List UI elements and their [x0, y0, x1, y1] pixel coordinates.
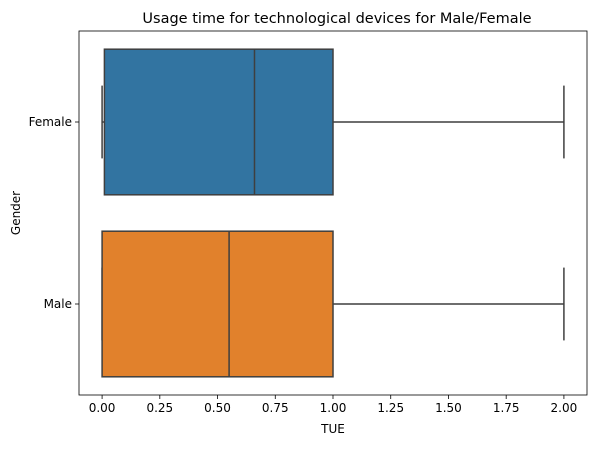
y-tick-label-male: Male: [44, 297, 72, 311]
x-tick-label: 1.75: [493, 401, 520, 415]
chart-title: Usage time for technological devices for…: [142, 11, 531, 27]
x-tick-label: 0.25: [146, 401, 173, 415]
plot-area: Female Male 0.00 0.25 0.50 0.75 1.00 1.25 1.50 1.…: [29, 30, 588, 415]
box-group-male: [101, 230, 565, 378]
x-tick-label: 1.00: [320, 401, 347, 415]
x-tick-label: 0.75: [262, 401, 289, 415]
x-tick-label: 0.50: [204, 401, 231, 415]
x-tick-label: 1.50: [435, 401, 462, 415]
x-tick-label: 2.00: [551, 401, 578, 415]
y-axis-label: Gender: [9, 191, 23, 235]
box-male: [101, 230, 334, 378]
x-tick-label: 0.00: [89, 401, 116, 415]
x-tick-label: 1.25: [377, 401, 404, 415]
y-tick-label-female: Female: [29, 115, 72, 129]
x-axis-label: TUE: [320, 422, 345, 436]
box-female: [103, 48, 334, 196]
box-group-female: [101, 48, 565, 196]
